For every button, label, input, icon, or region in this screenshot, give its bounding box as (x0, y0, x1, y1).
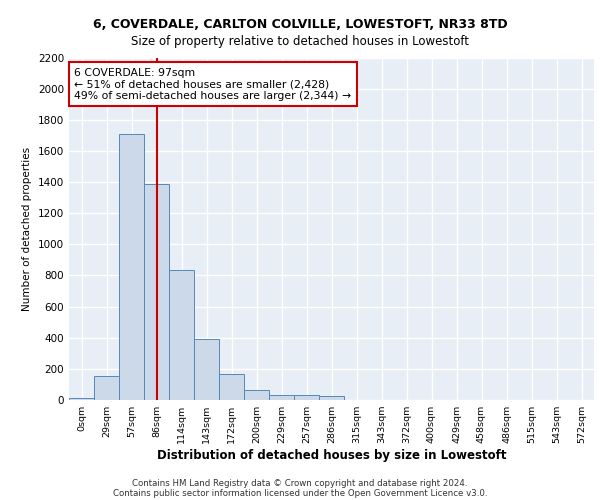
Bar (169, 270, 194, 400)
Text: 6, COVERDALE, CARLTON COLVILLE, LOWESTOFT, NR33 8TD: 6, COVERDALE, CARLTON COLVILLE, LOWESTOF… (92, 18, 508, 30)
Text: Contains HM Land Registry data © Crown copyright and database right 2024.: Contains HM Land Registry data © Crown c… (132, 478, 468, 488)
Bar (94, 376, 119, 400)
Bar (119, 134, 144, 400)
X-axis label: Distribution of detached houses by size in Lowestoft: Distribution of detached houses by size … (157, 449, 506, 462)
Bar (244, 390, 269, 400)
Text: Size of property relative to detached houses in Lowestoft: Size of property relative to detached ho… (131, 35, 469, 48)
Bar (144, 184, 169, 400)
Bar (69, 398, 94, 400)
Bar (269, 394, 294, 400)
Text: 6 COVERDALE: 97sqm
← 51% of detached houses are smaller (2,428)
49% of semi-deta: 6 COVERDALE: 97sqm ← 51% of detached hou… (74, 68, 352, 101)
Y-axis label: Number of detached properties: Number of detached properties (22, 146, 32, 311)
Bar (219, 374, 244, 400)
Text: Contains public sector information licensed under the Open Government Licence v3: Contains public sector information licen… (113, 488, 487, 498)
Bar (194, 340, 219, 400)
Bar (319, 396, 344, 400)
Bar (294, 396, 319, 400)
